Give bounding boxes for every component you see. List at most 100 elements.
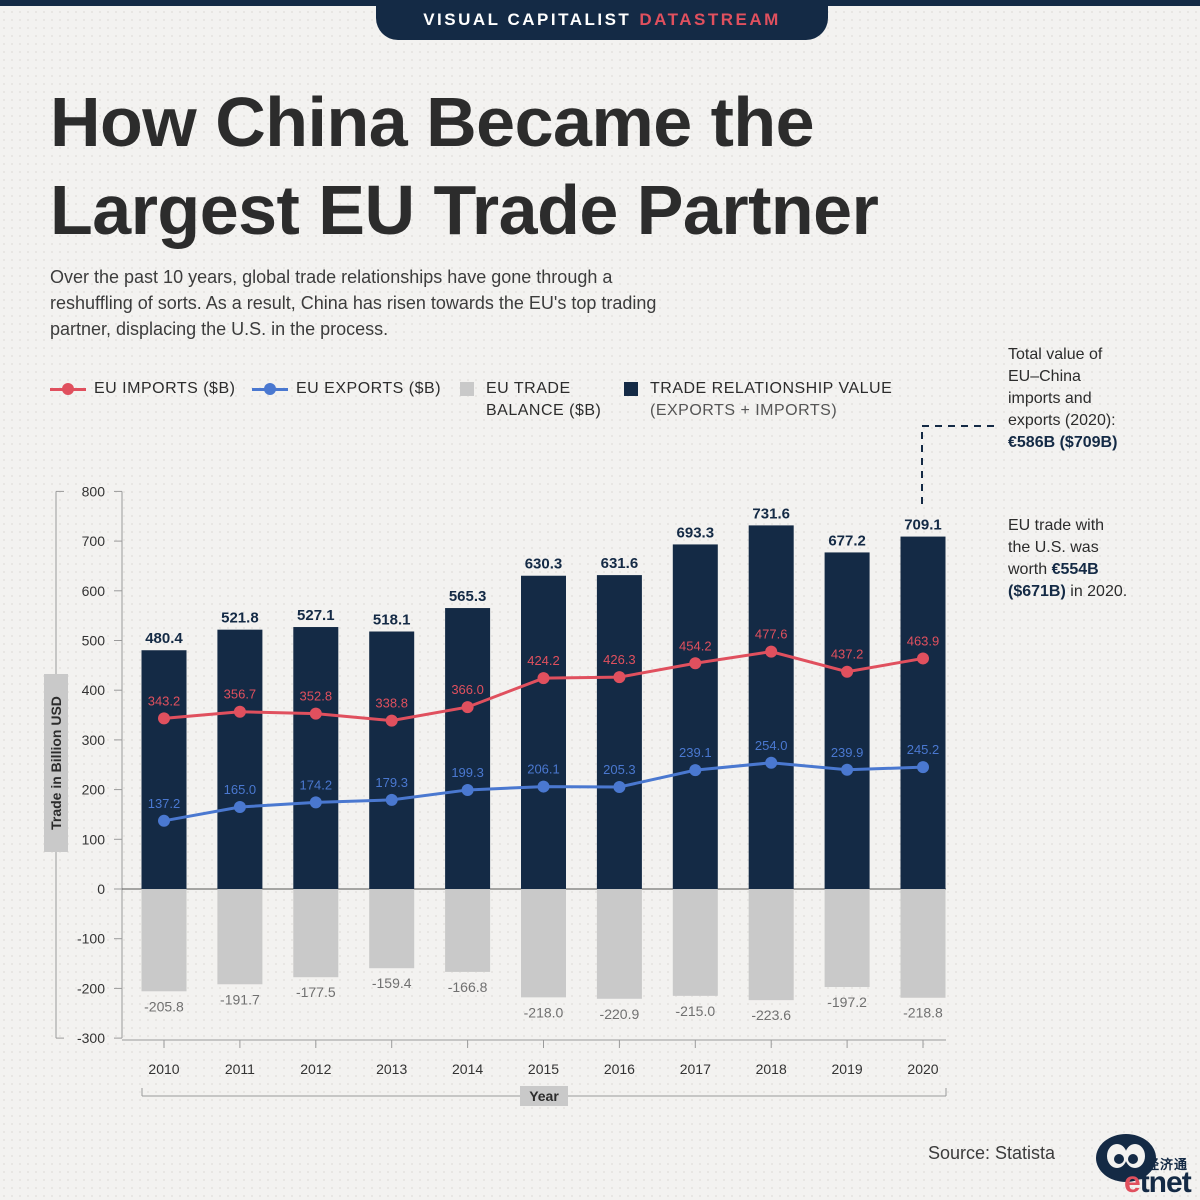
legend-imports-label: EU IMPORTS ($B)	[94, 380, 236, 397]
trade-balance-label: -220.9	[600, 1006, 640, 1022]
y-tick-label: -300	[77, 1030, 105, 1046]
logo-chinese-text: 经济通	[1146, 1157, 1189, 1172]
imports-point	[841, 665, 854, 678]
trade-value-label: 480.4	[145, 630, 183, 647]
exports-point	[917, 761, 929, 774]
exports-point	[613, 780, 626, 793]
legend-total-swatch	[624, 382, 638, 396]
imports-point	[613, 671, 626, 684]
annotation-us-trade: EU trade with the U.S. was worth €554B (…	[1008, 515, 1127, 603]
trade-balance-bar	[748, 889, 794, 1001]
y-tick-label: 0	[97, 881, 105, 897]
exports-point	[461, 783, 474, 796]
trade-balance-bar	[445, 889, 491, 972]
brand-name: VISUAL CAPITALIST	[423, 10, 632, 29]
x-tick-label: 2020	[907, 1061, 938, 1077]
trade-balance-label: -205.8	[144, 998, 184, 1014]
exports-value-label: 239.1	[679, 745, 712, 760]
trade-balance-label: -218.8	[903, 1005, 943, 1021]
trade-balance-bar	[824, 889, 870, 988]
annotation-total-line-1: Total value of	[1008, 346, 1103, 363]
x-tick-label: 2017	[680, 1061, 711, 1077]
imports-point	[917, 652, 929, 665]
imports-value-label: 424.2	[527, 653, 560, 668]
annotation-leader-line	[921, 425, 996, 504]
y-tick-label: 200	[82, 782, 106, 798]
logo-wordmark-e: e	[1124, 1166, 1141, 1199]
annotation-total-value: Total value of EU–China imports and expo…	[1008, 344, 1117, 454]
exports-point	[158, 814, 170, 827]
trade-value-label: 518.1	[373, 612, 411, 629]
trade-value-bar	[293, 627, 339, 889]
chart-annotation-leader	[921, 425, 996, 504]
trade-balance-label: -177.5	[296, 984, 336, 1000]
imports-point	[461, 701, 474, 714]
x-tick-label: 2015	[528, 1061, 559, 1077]
exports-value-label: 254.0	[755, 738, 788, 753]
trade-value-bar	[900, 536, 946, 889]
x-tick-label: 2013	[376, 1061, 407, 1077]
exports-point	[689, 764, 702, 777]
source-note: Source: Statista	[928, 1143, 1056, 1163]
trade-value-label: 565.3	[449, 588, 487, 605]
exports-value-label: 165.0	[224, 782, 257, 797]
title-line-1: How China Became the	[50, 83, 815, 161]
legend-exports-dot	[264, 383, 276, 395]
exports-point	[233, 800, 246, 813]
chart-axes: 800 700 600 500 400 300 200 100 0 -100 -200 -300 201…	[55, 483, 947, 1097]
y-tick-label: 800	[82, 483, 106, 499]
y-axis-title: Trade in Billion USD	[44, 674, 68, 852]
chart-labels: 480.4 521.8 527.1 518.1 565.3 630.3 631.6 693.3…	[144, 505, 943, 1023]
annotation-us-eur-amount: €554B	[1051, 561, 1099, 578]
title-line-2: Largest EU Trade Partner	[50, 171, 879, 249]
trade-balance-label: -159.4	[372, 975, 412, 991]
annotation-us-line-3: worth	[1008, 561, 1052, 578]
trade-value-bar	[824, 552, 870, 889]
trade-value-label: 527.1	[297, 607, 335, 624]
legend-exports-label: EU EXPORTS ($B)	[296, 380, 442, 397]
imports-point	[158, 712, 170, 725]
exports-value-label: 199.3	[451, 765, 484, 780]
exports-value-label: 245.2	[907, 742, 940, 757]
trade-balance-label: -197.2	[827, 994, 867, 1010]
trade-balance-label: -218.0	[524, 1004, 564, 1020]
trade-value-bar	[445, 608, 491, 889]
imports-value-label: 356.7	[224, 687, 257, 702]
imports-point	[537, 672, 550, 685]
imports-value-label: 366.0	[451, 682, 484, 697]
page-title: How China Became the Largest EU Trade Pa…	[50, 78, 1050, 254]
trade-balance-bar	[217, 889, 263, 985]
exports-point	[841, 763, 854, 776]
legend-total-line-2: (EXPORTS + IMPORTS)	[650, 402, 838, 419]
trade-value-bar	[369, 631, 415, 889]
trade-balance-bar	[672, 889, 718, 996]
trade-value-bar	[217, 629, 263, 889]
brand-accent: DATASTREAM	[639, 10, 781, 29]
imports-value-label: 338.8	[375, 696, 408, 711]
x-tick-label: 2010	[148, 1061, 179, 1077]
exports-point	[385, 793, 398, 806]
chart-lines	[158, 645, 929, 827]
x-tick-label: 2011	[225, 1061, 255, 1077]
trade-balance-bar	[293, 889, 339, 978]
trade-value-label: 731.6	[752, 505, 790, 522]
trade-value-bar	[748, 525, 794, 889]
exports-value-label: 206.1	[527, 762, 560, 777]
annotation-total-amount: €586B ($709B)	[1008, 434, 1118, 451]
x-tick-label: 2014	[452, 1061, 483, 1077]
trade-balance-label: -223.6	[751, 1007, 791, 1023]
y-tick-label: 600	[82, 583, 106, 599]
imports-value-label: 426.3	[603, 652, 636, 667]
imports-value-label: 454.2	[679, 638, 712, 653]
legend-imports-dot	[62, 383, 74, 395]
trade-value-label: 677.2	[828, 532, 866, 549]
legend-balance-line-2: BALANCE ($B)	[486, 402, 602, 419]
legend-total-line-1: TRADE RELATIONSHIP VALUE	[650, 380, 893, 397]
exports-value-label: 137.2	[148, 796, 181, 811]
annotation-us-line-4: in 2020.	[1065, 583, 1128, 600]
imports-point	[233, 705, 246, 718]
logo-wordmark: etnet	[1124, 1166, 1192, 1200]
trade-balance-bar	[141, 889, 187, 992]
exports-point	[309, 796, 322, 809]
trade-value-label: 521.8	[221, 610, 259, 627]
